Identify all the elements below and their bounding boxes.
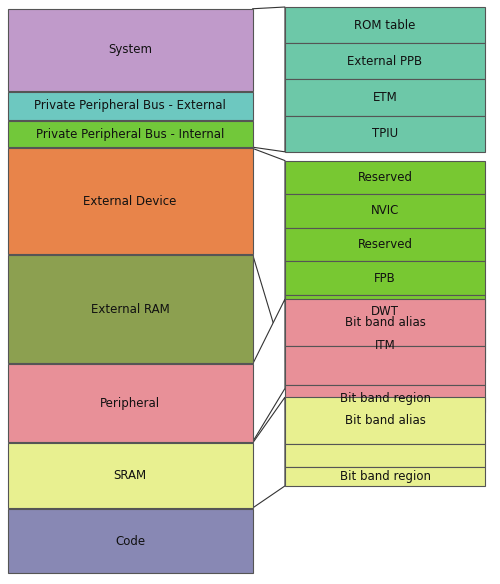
Text: Code: Code <box>115 535 145 548</box>
Bar <box>8 255 252 363</box>
Text: Bit band region: Bit band region <box>340 470 430 483</box>
Text: NVIC: NVIC <box>371 204 399 217</box>
Text: ITM: ITM <box>374 339 396 352</box>
Bar <box>285 444 485 467</box>
Text: ROM table: ROM table <box>354 19 416 32</box>
Bar <box>285 385 485 412</box>
Text: SRAM: SRAM <box>114 469 146 482</box>
Text: Private Peripheral Bus - External: Private Peripheral Bus - External <box>34 99 226 112</box>
Text: Reserved: Reserved <box>358 238 412 251</box>
Text: External RAM: External RAM <box>90 303 170 316</box>
Text: TPIU: TPIU <box>372 127 398 140</box>
Bar <box>285 328 485 362</box>
Bar <box>285 262 485 295</box>
Polygon shape <box>252 7 285 152</box>
Bar <box>285 397 485 444</box>
Bar <box>8 364 252 442</box>
Bar <box>285 194 485 228</box>
Bar <box>8 9 252 91</box>
Text: External PPB: External PPB <box>348 55 422 68</box>
Text: Peripheral: Peripheral <box>100 397 160 410</box>
Bar <box>285 299 485 346</box>
Bar <box>285 346 485 385</box>
Bar <box>285 161 485 194</box>
Polygon shape <box>252 397 285 508</box>
Bar <box>8 92 252 120</box>
Bar <box>285 7 485 43</box>
Bar <box>285 295 485 328</box>
Polygon shape <box>252 148 285 362</box>
Polygon shape <box>252 299 285 442</box>
Bar <box>285 116 485 152</box>
Bar <box>285 43 485 79</box>
Bar <box>285 228 485 262</box>
Text: System: System <box>108 43 152 56</box>
Bar <box>8 509 252 573</box>
Text: Private Peripheral Bus - Internal: Private Peripheral Bus - Internal <box>36 127 224 141</box>
Text: Bit band alias: Bit band alias <box>344 316 426 329</box>
Text: ETM: ETM <box>372 91 398 104</box>
Text: Reserved: Reserved <box>358 171 412 184</box>
Text: FPB: FPB <box>374 272 396 284</box>
Text: Bit band alias: Bit band alias <box>344 414 426 427</box>
Text: External Device: External Device <box>84 194 176 208</box>
Bar <box>285 467 485 486</box>
Bar <box>285 79 485 116</box>
Text: DWT: DWT <box>371 305 399 318</box>
Bar <box>8 148 252 254</box>
Bar <box>8 443 252 508</box>
Text: Bit band region: Bit band region <box>340 392 430 405</box>
Bar <box>8 121 252 147</box>
